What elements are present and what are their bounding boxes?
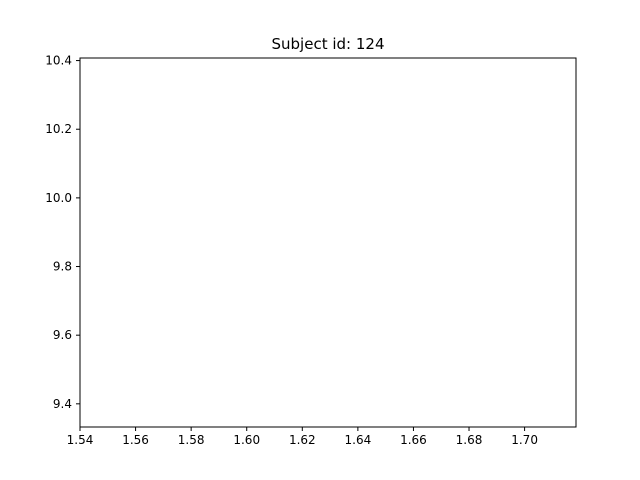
x-axis: 1.54 1.56 1.58 1.60 1.62 1.64 1.66 1.68 1.70 bbox=[67, 427, 538, 447]
plot-area bbox=[79, 57, 577, 428]
y-tick-label: 9.8 bbox=[53, 260, 72, 274]
x-tick-label: 1.68 bbox=[456, 433, 483, 447]
y-axis: 9.4 9.6 9.8 10.0 10.2 10.4 bbox=[45, 54, 80, 411]
x-tick-label: 1.58 bbox=[178, 433, 205, 447]
y-tick-label: 10.2 bbox=[45, 122, 72, 136]
x-tick-label: 1.70 bbox=[511, 433, 538, 447]
y-tick-label: 9.6 bbox=[53, 328, 72, 342]
y-tick-label: 9.4 bbox=[53, 397, 72, 411]
x-tick-label: 1.56 bbox=[122, 433, 149, 447]
x-tick-label: 1.66 bbox=[400, 433, 427, 447]
y-tick-label: 10.4 bbox=[45, 54, 72, 68]
x-tick-label: 1.60 bbox=[233, 433, 260, 447]
x-tick-label: 1.64 bbox=[345, 433, 372, 447]
chart-title: Subject id: 124 bbox=[272, 35, 385, 53]
y-tick-label: 10.0 bbox=[45, 191, 72, 205]
x-tick-label: 1.54 bbox=[67, 433, 94, 447]
x-tick-label: 1.62 bbox=[289, 433, 316, 447]
